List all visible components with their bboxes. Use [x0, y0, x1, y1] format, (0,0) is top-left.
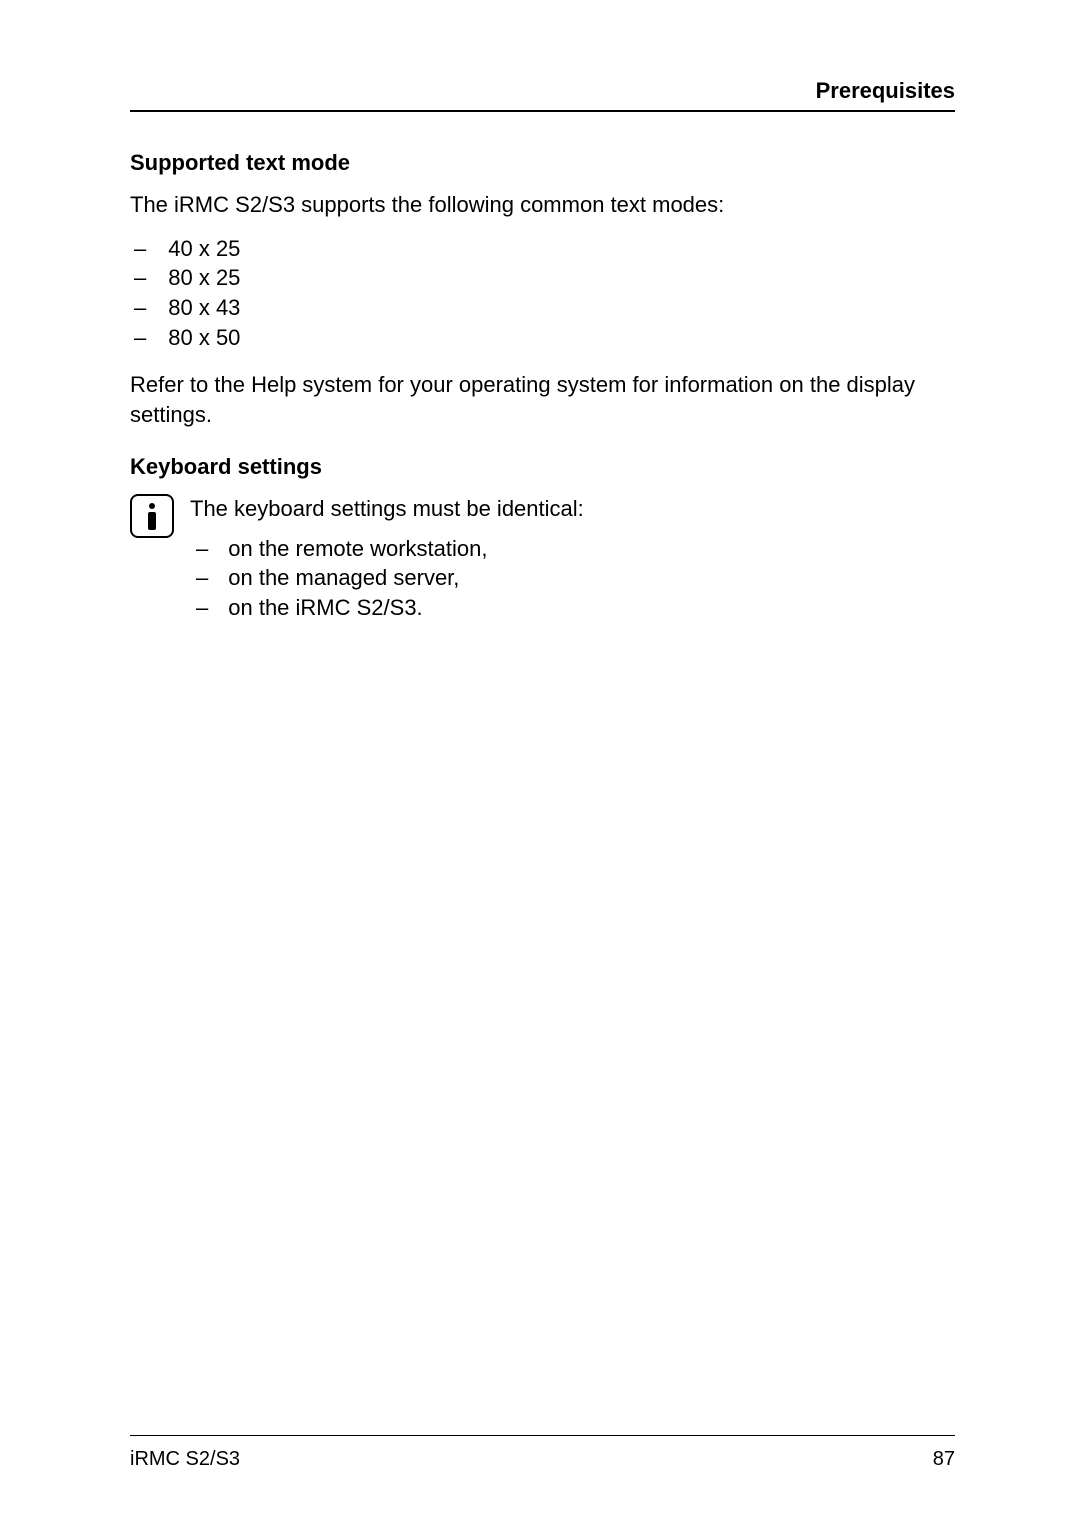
- list-item-text: on the remote workstation,: [228, 534, 487, 564]
- list-item: – on the remote workstation,: [196, 534, 955, 564]
- page-header: Prerequisites: [130, 78, 955, 112]
- list-item-text: 80 x 43: [168, 293, 240, 323]
- list-item: – 80 x 50: [130, 323, 955, 353]
- list-dash: –: [134, 293, 146, 323]
- list-item: – 80 x 25: [130, 263, 955, 293]
- list-item: – 80 x 43: [130, 293, 955, 323]
- section-supported-text-mode: Supported text mode The iRMC S2/S3 suppo…: [130, 150, 955, 430]
- list-dash: –: [196, 534, 208, 564]
- list-item-text: 80 x 25: [168, 263, 240, 293]
- list-item-text: on the iRMC S2/S3.: [228, 593, 422, 623]
- section-keyboard-settings: Keyboard settings The keyboard settings …: [130, 454, 955, 623]
- header-title: Prerequisites: [816, 78, 955, 103]
- list-item-text: 40 x 25: [168, 234, 240, 264]
- text-modes-list: – 40 x 25 – 80 x 25 – 80 x 43 – 80 x 50: [130, 234, 955, 353]
- list-item: – on the iRMC S2/S3.: [196, 593, 955, 623]
- info-intro-text: The keyboard settings must be identical:: [190, 494, 955, 524]
- keyboard-settings-list: – on the remote workstation, – on the ma…: [190, 534, 955, 623]
- section-heading: Keyboard settings: [130, 454, 955, 480]
- list-dash: –: [196, 593, 208, 623]
- list-item-text: on the managed server,: [228, 563, 459, 593]
- list-item-text: 80 x 50: [168, 323, 240, 353]
- list-dash: –: [134, 323, 146, 353]
- intro-paragraph: The iRMC S2/S3 supports the following co…: [130, 190, 955, 220]
- footer-product-name: iRMC S2/S3: [130, 1448, 240, 1471]
- list-dash: –: [134, 263, 146, 293]
- footer-page-number: 87: [933, 1448, 955, 1471]
- page-footer: iRMC S2/S3 87: [130, 1435, 955, 1471]
- info-icon: [130, 494, 174, 538]
- section-heading: Supported text mode: [130, 150, 955, 176]
- document-page: Prerequisites Supported text mode The iR…: [0, 0, 1080, 1526]
- list-item: – on the managed server,: [196, 563, 955, 593]
- info-content: The keyboard settings must be identical:…: [190, 494, 955, 623]
- refer-paragraph: Refer to the Help system for your operat…: [130, 370, 955, 429]
- list-dash: –: [134, 234, 146, 264]
- info-icon-svg: [142, 502, 162, 530]
- info-block: The keyboard settings must be identical:…: [130, 494, 955, 623]
- list-dash: –: [196, 563, 208, 593]
- list-item: – 40 x 25: [130, 234, 955, 264]
